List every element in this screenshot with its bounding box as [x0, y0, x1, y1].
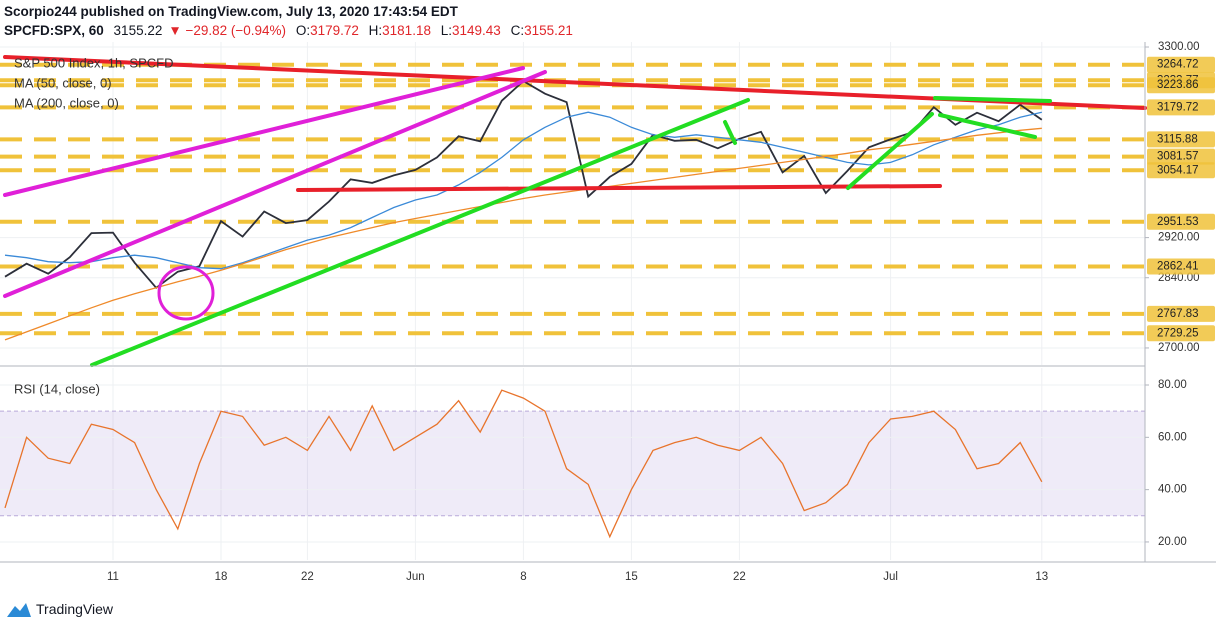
- level-tag: [1147, 77, 1215, 94]
- trendline: [296, 184, 942, 192]
- symbol: SPCFD:SPX, 60: [4, 23, 104, 38]
- x-tick-label: Jun: [406, 571, 425, 583]
- trendline: [3, 66, 525, 197]
- legend-entry: RSI (14, close): [14, 381, 100, 396]
- level-tag: [1147, 131, 1215, 148]
- level-tag: [1147, 325, 1215, 342]
- quote-line: SPCFD:SPX, 60 3155.22 ▼ −29.82 (−0.94%) O…: [4, 21, 573, 40]
- level-label: 3179.72: [1157, 101, 1199, 113]
- x-tick-label: 8: [520, 571, 526, 583]
- trendline: [3, 70, 547, 298]
- level-tag: [1147, 162, 1215, 179]
- rsi-band: [0, 411, 1145, 516]
- y-tick-label: 20.00: [1158, 536, 1187, 548]
- level-label: 2951.53: [1157, 216, 1199, 228]
- x-tick-label: 15: [625, 571, 638, 583]
- y-tick-label: 3300.00: [1158, 41, 1200, 53]
- y-tick-label: 2700.00: [1158, 342, 1200, 354]
- trendline: [938, 113, 1037, 139]
- header: Scorpio244 published on TradingView.com,…: [4, 2, 573, 40]
- level-tag: [1147, 99, 1215, 116]
- publisher: Scorpio244 published on TradingView.com,…: [4, 4, 458, 19]
- legend-entry: MA (50, close, 0): [14, 75, 112, 90]
- level-tag: [1147, 258, 1215, 275]
- ohlc-value: 3179.72: [310, 23, 359, 38]
- legend-entry: MA (200, close, 0): [14, 95, 119, 110]
- ohlc-key: C:: [510, 23, 525, 38]
- background-layer: [0, 42, 1145, 560]
- x-tick-label: 22: [733, 571, 746, 583]
- y-tick-label: 40.00: [1158, 484, 1187, 496]
- chart: 11 18 22 Jun 8 15 22 Jul 13 3300.00 2920.00 2840.00…: [0, 41, 1216, 583]
- ohlc-key: H:: [368, 23, 383, 38]
- series-line: [4, 111, 1042, 270]
- trendline: [933, 96, 1052, 103]
- trendline: [90, 98, 750, 367]
- series-line: [4, 389, 1043, 539]
- y-tick-label: 80.00: [1158, 379, 1187, 391]
- y-tick-label: 60.00: [1158, 431, 1187, 443]
- change: ▼ −29.82 (−0.94%): [168, 23, 287, 38]
- x-tick-label: 22: [301, 571, 314, 583]
- ohlc-key: L:: [440, 23, 452, 38]
- trendline: [846, 112, 934, 190]
- level-tag: [1147, 148, 1215, 165]
- highlight-circle: [157, 265, 215, 321]
- level-tag: [1147, 305, 1215, 322]
- level-label: 3081.57: [1157, 151, 1199, 163]
- drawings: [3, 55, 1147, 367]
- level-label: 3115.88: [1157, 133, 1198, 145]
- labels-layer: 11 18 22 Jun 8 15 22 Jul 13 3300.00 2920.00 2840.00…: [14, 41, 1215, 583]
- last-price: 3155.22: [113, 23, 163, 38]
- x-tick-label: 11: [107, 571, 119, 583]
- ohlc: H:3181.18: [369, 23, 431, 38]
- frame: [0, 42, 1216, 563]
- plot-layer: [0, 62, 1145, 539]
- level-label: 3054.17: [1157, 164, 1199, 176]
- x-tick-label: Jul: [883, 571, 898, 583]
- ohlc-key: O:: [295, 23, 311, 38]
- level-label: 2862.41: [1157, 261, 1199, 273]
- ohlc-value: 3149.43: [452, 23, 501, 38]
- ohlc-value: 3155.21: [524, 23, 573, 38]
- level-label: 3223.86: [1157, 79, 1199, 91]
- level-label: 3264.72: [1157, 59, 1199, 71]
- logo: [7, 603, 31, 617]
- x-tick-label: 18: [215, 571, 228, 583]
- ohlc: C:3155.21: [511, 23, 573, 38]
- ohlc: L:3149.43: [441, 23, 501, 38]
- level-tag: [1147, 56, 1215, 73]
- x-tick-label: 13: [1035, 571, 1048, 583]
- series-line: [4, 127, 1042, 341]
- brand: TradingView: [36, 601, 114, 617]
- level-tag: [1147, 213, 1215, 230]
- trendline: [723, 120, 737, 145]
- y-tick-label: 2840.00: [1158, 272, 1200, 284]
- level-label: 2729.25: [1157, 327, 1199, 339]
- level-label: 2767.83: [1157, 308, 1199, 320]
- footer: TradingView: [6, 600, 113, 618]
- ohlc: O:3179.72: [296, 23, 359, 38]
- ohlc-value: 3181.18: [382, 23, 431, 38]
- legend-entry: S&P 500 Index, 1h, SPCFD: [14, 55, 173, 70]
- y-tick-label: 2920.00: [1158, 232, 1200, 244]
